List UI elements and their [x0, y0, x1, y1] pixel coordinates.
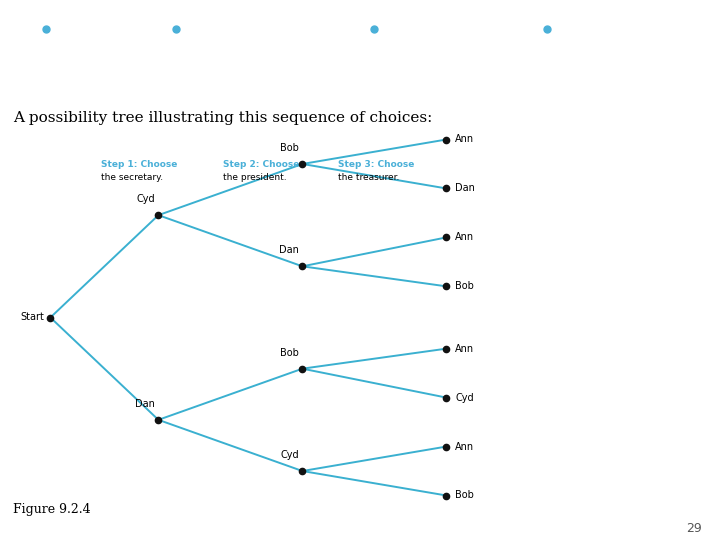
Text: Step 3: Choose: Step 3: Choose — [338, 159, 415, 168]
Text: Step 2: Choose: Step 2: Choose — [223, 159, 300, 168]
Text: the treasurer.: the treasurer. — [338, 173, 400, 182]
Text: Bob: Bob — [280, 348, 299, 357]
Text: Example 5: A More Subtle Use of the Multiplication Rule: Example 5: A More Subtle Use of the Mult… — [7, 67, 532, 85]
Text: Dan: Dan — [279, 245, 299, 255]
Text: Cyd: Cyd — [280, 450, 299, 460]
Text: Bob: Bob — [280, 143, 299, 153]
Text: the secretary.: the secretary. — [101, 173, 163, 182]
Text: Ann: Ann — [455, 343, 474, 354]
Text: When the Multiplication Rule is Difficult or Impossible to Apply: When the Multiplication Rule is Difficul… — [6, 41, 373, 51]
Text: Bob: Bob — [455, 281, 474, 292]
Text: The Pigeonhole Principle: The Pigeonhole Principle — [547, 6, 651, 15]
Text: Step 1: Choose: Step 1: Choose — [101, 159, 177, 168]
Text: Ann: Ann — [455, 232, 474, 242]
Text: Counting Elements of Disjoint Sets: Counting Elements of Disjoint Sets — [374, 6, 521, 15]
Text: the president.: the president. — [223, 173, 287, 182]
Text: Ann: Ann — [455, 442, 474, 451]
Text: Bob: Bob — [455, 490, 474, 501]
Text: Cyd: Cyd — [455, 393, 474, 403]
Text: Start: Start — [21, 313, 45, 322]
Text: Introduction: Introduction — [14, 6, 66, 15]
Text: Possibility Trees and Multiplication Rule: Possibility Trees and Multiplication Rul… — [144, 6, 310, 15]
Text: 29: 29 — [686, 522, 702, 535]
Text: Dan: Dan — [135, 399, 155, 409]
Text: Dan: Dan — [455, 184, 475, 193]
Text: Figure 9.2.4: Figure 9.2.4 — [13, 503, 91, 516]
Text: Cyd: Cyd — [136, 194, 155, 204]
Text: A possibility tree illustrating this sequence of choices:: A possibility tree illustrating this seq… — [13, 111, 432, 125]
Text: Ann: Ann — [455, 134, 474, 145]
